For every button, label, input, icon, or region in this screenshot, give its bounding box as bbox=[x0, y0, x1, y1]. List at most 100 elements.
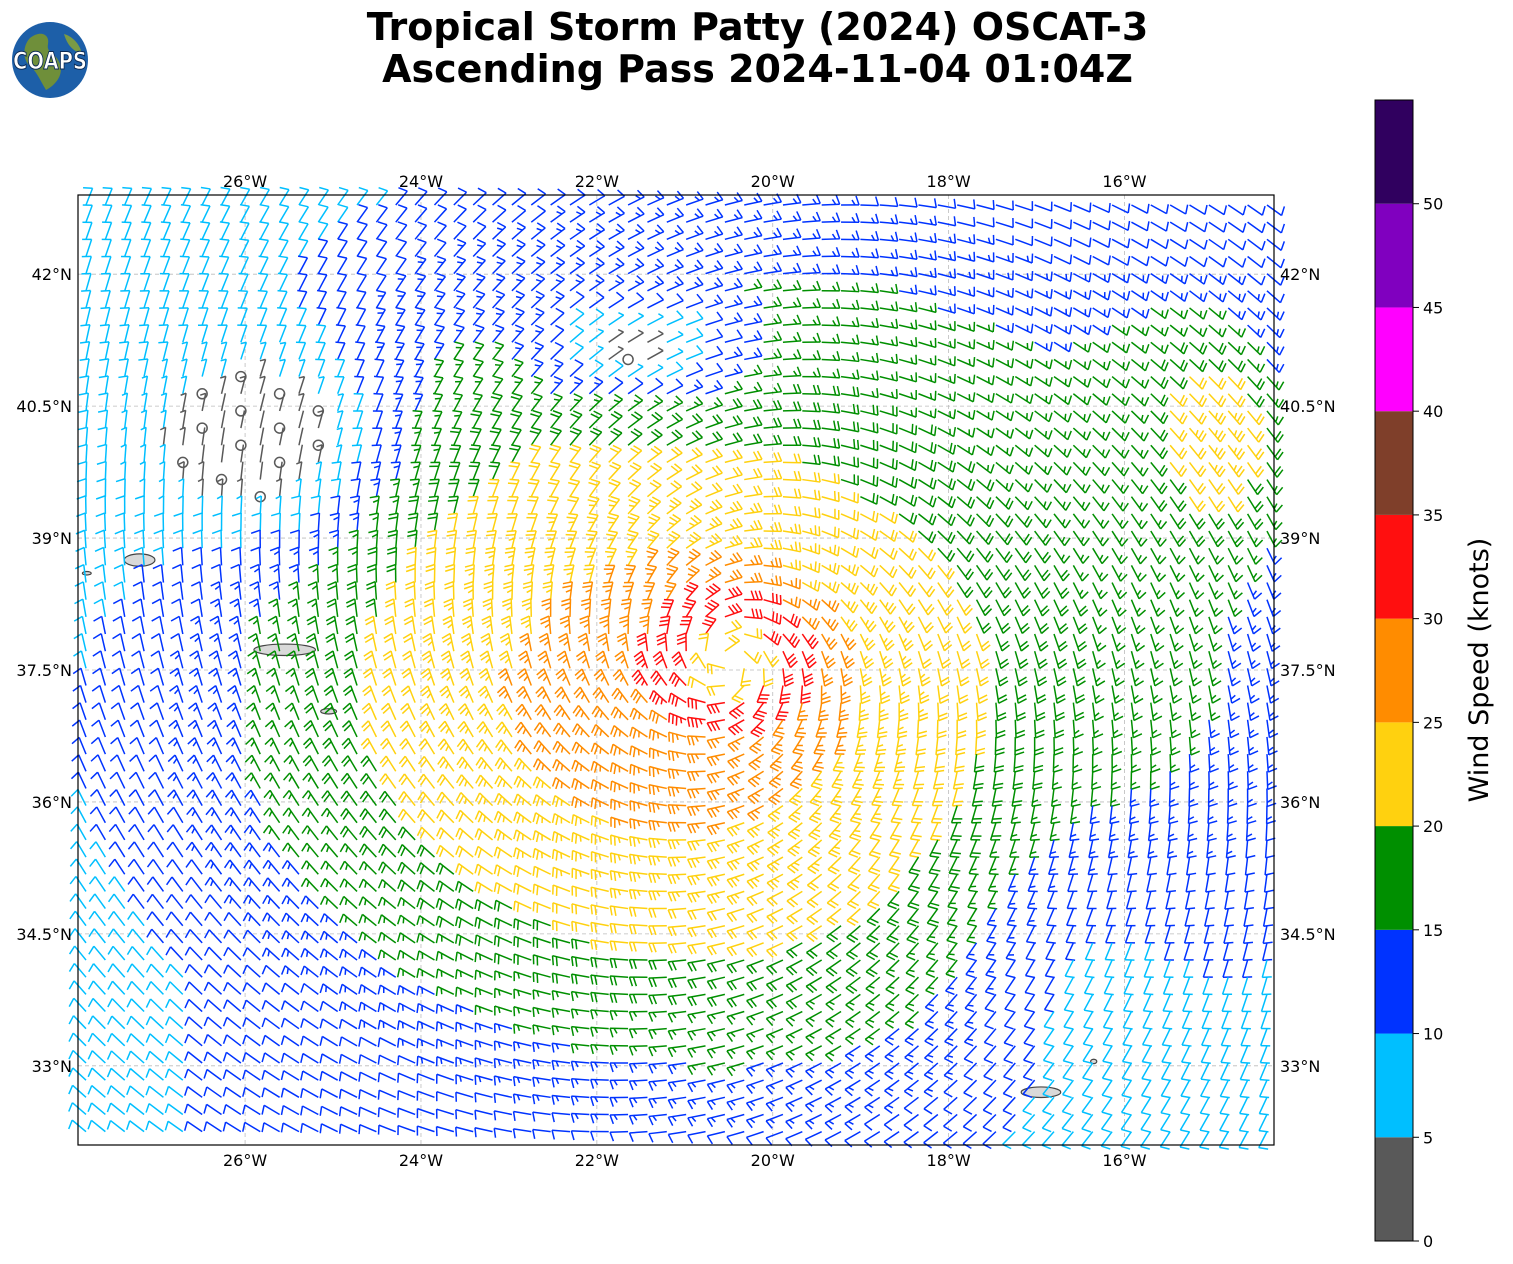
wind-barb bbox=[374, 341, 386, 360]
wind-barb bbox=[1261, 959, 1272, 979]
wind-barb bbox=[1266, 461, 1284, 478]
wind-barb bbox=[1053, 237, 1073, 248]
wind-barb bbox=[845, 976, 861, 994]
wind-barb bbox=[763, 210, 783, 223]
wind-barb bbox=[569, 376, 584, 395]
wind-barb bbox=[1169, 410, 1188, 425]
wind-barb bbox=[763, 417, 783, 429]
wind-barb bbox=[590, 1009, 609, 1020]
wind-barb bbox=[1208, 736, 1220, 756]
wind-barb bbox=[1208, 273, 1227, 286]
wind-barb bbox=[304, 667, 320, 686]
wind-barb bbox=[1041, 1131, 1055, 1150]
wind-barb bbox=[128, 824, 145, 841]
wind-barb bbox=[1263, 874, 1275, 893]
wind-barb bbox=[724, 226, 743, 241]
wind-barb bbox=[101, 272, 112, 292]
wind-barb bbox=[821, 316, 841, 327]
wind-barb bbox=[924, 1028, 939, 1047]
wind-barb bbox=[1160, 1114, 1171, 1133]
wind-barb bbox=[550, 410, 563, 429]
wind-barb bbox=[854, 736, 867, 756]
wind-barb bbox=[98, 392, 109, 412]
wind-barb bbox=[145, 1068, 164, 1081]
wind-barb bbox=[358, 1123, 377, 1135]
wind-barb bbox=[126, 1033, 145, 1047]
wind-barb bbox=[1053, 599, 1069, 617]
wind-barb bbox=[782, 633, 801, 649]
wind-barb bbox=[1263, 891, 1274, 910]
wind-barb bbox=[127, 876, 145, 892]
wind-barb bbox=[551, 830, 571, 843]
wind-barb bbox=[326, 598, 339, 617]
wind-barb bbox=[1259, 1062, 1270, 1082]
wind-barb bbox=[522, 580, 534, 600]
wind-barb bbox=[687, 1027, 706, 1041]
wind-barb bbox=[359, 773, 378, 789]
wind-barb bbox=[1111, 324, 1131, 336]
wind-barb bbox=[744, 450, 763, 464]
wind-barb bbox=[530, 375, 544, 395]
wind-barb bbox=[804, 1096, 823, 1113]
wind-barb bbox=[782, 228, 802, 241]
wind-barb bbox=[704, 599, 720, 618]
wind-barb bbox=[588, 478, 601, 498]
wind-barb bbox=[1266, 650, 1280, 670]
wind-barb bbox=[765, 1062, 784, 1078]
wind-barb bbox=[821, 616, 839, 632]
wind-barb bbox=[533, 722, 552, 738]
wind-barb bbox=[529, 444, 542, 463]
wind-barb bbox=[1092, 530, 1110, 547]
wind-barb bbox=[987, 873, 998, 893]
wind-barb bbox=[323, 685, 339, 703]
wind-barb bbox=[532, 1111, 551, 1122]
wind-barb bbox=[864, 1079, 881, 1097]
wind-barb bbox=[398, 773, 416, 789]
wind-barb bbox=[165, 998, 184, 1013]
wind-barb bbox=[1130, 702, 1143, 722]
wind-barb bbox=[1201, 994, 1213, 1013]
wind-barb bbox=[975, 668, 989, 687]
wind-barb bbox=[128, 806, 145, 824]
wind-barb bbox=[532, 918, 551, 931]
wind-barb bbox=[827, 873, 842, 892]
wind-barb bbox=[90, 771, 107, 789]
wind-barb bbox=[1034, 375, 1053, 388]
wind-barb bbox=[519, 632, 533, 652]
wind-barb bbox=[626, 530, 639, 549]
wind-barb bbox=[1246, 565, 1263, 583]
wind-barb bbox=[1072, 736, 1084, 756]
wind-barb bbox=[782, 383, 802, 395]
wind-barb bbox=[223, 894, 242, 910]
wind-barb bbox=[1106, 891, 1117, 910]
wind-barb bbox=[275, 478, 283, 497]
wind-barb bbox=[493, 810, 513, 824]
wind-barb bbox=[925, 959, 939, 978]
wind-barb bbox=[987, 891, 998, 910]
wind-barb bbox=[513, 1041, 532, 1052]
wind-barb bbox=[904, 1010, 919, 1029]
wind-barb bbox=[1262, 942, 1273, 962]
logo-text: COAPS bbox=[13, 47, 87, 75]
wind-barb bbox=[130, 667, 145, 686]
wind-barb bbox=[995, 668, 1009, 687]
wind-barb bbox=[976, 392, 995, 404]
wind-barb bbox=[494, 792, 513, 807]
wind-barb bbox=[435, 880, 455, 893]
wind-barb bbox=[1169, 616, 1185, 635]
wind-barb bbox=[435, 844, 455, 858]
colorbar-tick-label: 20 bbox=[1423, 817, 1443, 836]
wind-barb bbox=[550, 205, 566, 223]
wind-barb bbox=[847, 873, 861, 892]
wind-barb bbox=[422, 615, 436, 635]
wind-barb bbox=[166, 806, 184, 824]
wind-barb bbox=[765, 976, 784, 992]
wind-barb bbox=[1034, 444, 1053, 458]
wind-barb bbox=[705, 277, 724, 292]
wind-barb bbox=[1221, 976, 1233, 996]
wind-barb bbox=[821, 281, 841, 292]
wind-barb bbox=[259, 341, 267, 360]
wind-barb bbox=[177, 495, 184, 514]
wind-barb bbox=[641, 598, 653, 618]
wind-barb bbox=[320, 860, 339, 875]
